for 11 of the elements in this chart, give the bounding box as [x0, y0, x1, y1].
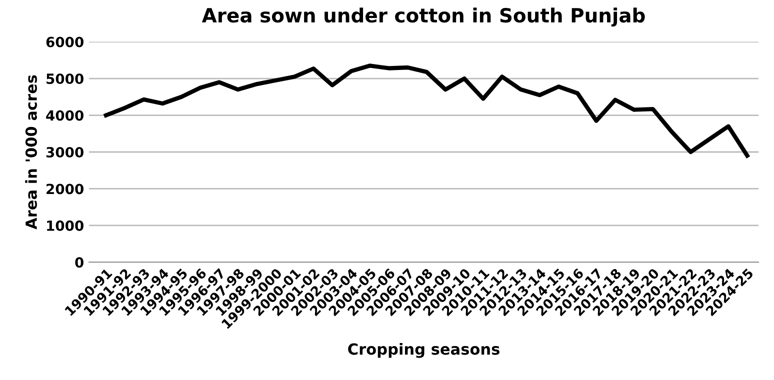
y-axis-title: Area in '000 acres: [25, 75, 37, 230]
y-tick-label: 1000: [47, 220, 84, 231]
y-tick-label: 5000: [46, 74, 84, 84]
x-axis-title: Cropping seasons: [348, 343, 500, 358]
y-tick-label: 4000: [46, 110, 84, 121]
line-series: [104, 64, 750, 158]
y-tick-label: 2000: [46, 184, 84, 194]
chart-title: Area sown under cotton in South Punjab: [202, 8, 645, 27]
y-tick-label: 0: [75, 257, 84, 268]
y-tick-label: 6000: [46, 36, 84, 48]
y-tick-label: 3000: [46, 146, 84, 158]
